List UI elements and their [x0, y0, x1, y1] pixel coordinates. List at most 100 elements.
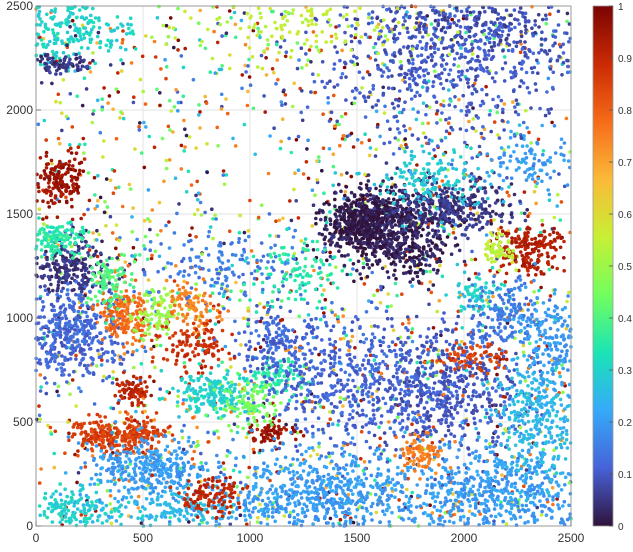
- scatter-point: [435, 10, 439, 14]
- scatter-point: [59, 330, 63, 334]
- scatter-point: [406, 45, 410, 49]
- scatter-point: [556, 58, 560, 62]
- scatter-point: [386, 305, 390, 309]
- scatter-point: [407, 208, 411, 212]
- scatter-point: [296, 41, 300, 45]
- scatter-point: [58, 200, 62, 204]
- scatter-point: [503, 102, 507, 106]
- scatter-point: [403, 80, 407, 84]
- scatter-point: [558, 371, 562, 375]
- scatter-point: [465, 226, 469, 230]
- scatter-point: [311, 72, 315, 76]
- scatter-point: [556, 236, 560, 240]
- scatter-point: [526, 86, 530, 90]
- scatter-point: [77, 386, 81, 390]
- scatter-point: [38, 342, 42, 346]
- scatter-point: [71, 300, 75, 304]
- scatter-point: [100, 358, 104, 362]
- scatter-point: [338, 214, 342, 218]
- scatter-point: [375, 240, 379, 244]
- scatter-point: [87, 343, 91, 347]
- scatter-point: [358, 240, 362, 244]
- scatter-point: [418, 246, 422, 250]
- scatter-point: [88, 347, 92, 351]
- scatter-point: [77, 471, 81, 475]
- scatter-point: [362, 233, 366, 237]
- scatter-point: [565, 32, 569, 36]
- scatter-point: [219, 471, 223, 475]
- scatter-point: [555, 471, 559, 475]
- scatter-point: [511, 257, 515, 261]
- scatter-point: [159, 229, 163, 233]
- scatter-point: [128, 183, 132, 187]
- scatter-point: [343, 5, 347, 9]
- scatter-point: [317, 353, 321, 357]
- scatter-point: [375, 202, 379, 206]
- scatter-point: [463, 295, 467, 299]
- scatter-point: [435, 310, 439, 314]
- scatter-point: [362, 95, 366, 99]
- scatter-point: [197, 21, 201, 25]
- scatter-point: [455, 9, 459, 13]
- scatter-point: [419, 224, 423, 228]
- scatter-point: [393, 269, 397, 273]
- scatter-point: [325, 259, 329, 263]
- scatter-point: [341, 238, 345, 242]
- scatter-point: [406, 235, 410, 239]
- scatter-point: [513, 66, 517, 70]
- scatter-point: [404, 13, 408, 17]
- scatter-point: [373, 225, 377, 229]
- scatter-point: [387, 86, 391, 90]
- scatter-point: [489, 231, 493, 235]
- scatter-point: [120, 69, 124, 73]
- scatter-point: [527, 273, 531, 277]
- scatter-point: [390, 185, 394, 189]
- scatter-point: [396, 127, 400, 131]
- scatter-point: [483, 42, 487, 46]
- scatter-point: [165, 167, 169, 171]
- scatter-point: [236, 431, 240, 435]
- scatter-point: [405, 488, 409, 492]
- scatter-point: [527, 131, 531, 135]
- scatter-point: [390, 241, 394, 245]
- scatter-point: [397, 99, 401, 103]
- scatter-point: [512, 249, 516, 253]
- scatter-point: [391, 216, 395, 220]
- scatter-point: [484, 325, 488, 329]
- scatter-point: [410, 97, 414, 101]
- scatter-point: [285, 50, 289, 54]
- scatter-point: [278, 447, 282, 451]
- scatter-point: [483, 29, 487, 33]
- scatter-point: [383, 63, 387, 67]
- scatter-point: [250, 249, 254, 253]
- scatter-point: [350, 132, 354, 136]
- scatter-point: [402, 45, 406, 49]
- scatter-point: [481, 216, 485, 220]
- scatter-point: [234, 36, 238, 40]
- scatter-point: [267, 43, 271, 47]
- scatter-point: [528, 262, 532, 266]
- scatter-point: [341, 72, 345, 76]
- scatter-point: [100, 347, 104, 351]
- scatter-point: [402, 272, 406, 276]
- scatter-point: [91, 121, 95, 125]
- scatter-point: [547, 77, 551, 81]
- scatter-point: [296, 67, 300, 71]
- scatter-point: [423, 258, 427, 262]
- scatter-point: [59, 266, 63, 270]
- scatter-point: [398, 189, 402, 193]
- scatter-point: [203, 211, 207, 215]
- scatter-point: [381, 267, 385, 271]
- scatter-point: [334, 265, 338, 269]
- scatter-point: [381, 221, 385, 225]
- scatter-point: [153, 366, 157, 370]
- scatter-point: [445, 62, 449, 66]
- scatter-point: [451, 167, 455, 171]
- scatter-point: [469, 207, 473, 211]
- scatter-point: [361, 194, 365, 198]
- scatter-point: [448, 14, 452, 18]
- scatter-point: [433, 69, 437, 73]
- scatter-point: [263, 110, 267, 114]
- scatter-point: [536, 71, 540, 75]
- scatter-point: [243, 231, 247, 235]
